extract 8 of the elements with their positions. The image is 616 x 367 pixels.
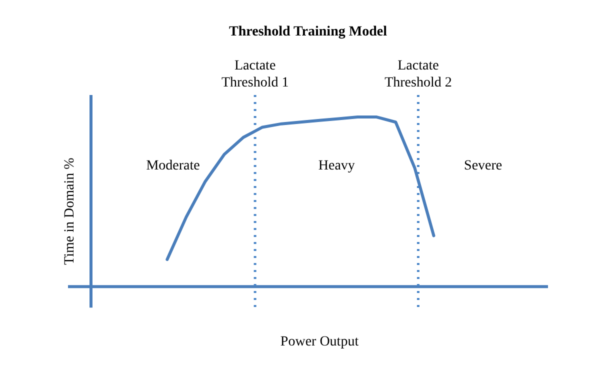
text: Lactate Threshold 2 [384, 58, 452, 91]
chart-title: Threshold Training Model [229, 24, 388, 40]
text: Lactate Threshold 1 [221, 58, 289, 91]
x-axis-title: Power Output [280, 334, 359, 350]
annotation: Heavy [318, 158, 355, 174]
annotation: Severe [464, 158, 502, 174]
annotation: Moderate [146, 158, 200, 174]
y-axis-title: Time in Domain % [62, 157, 78, 265]
